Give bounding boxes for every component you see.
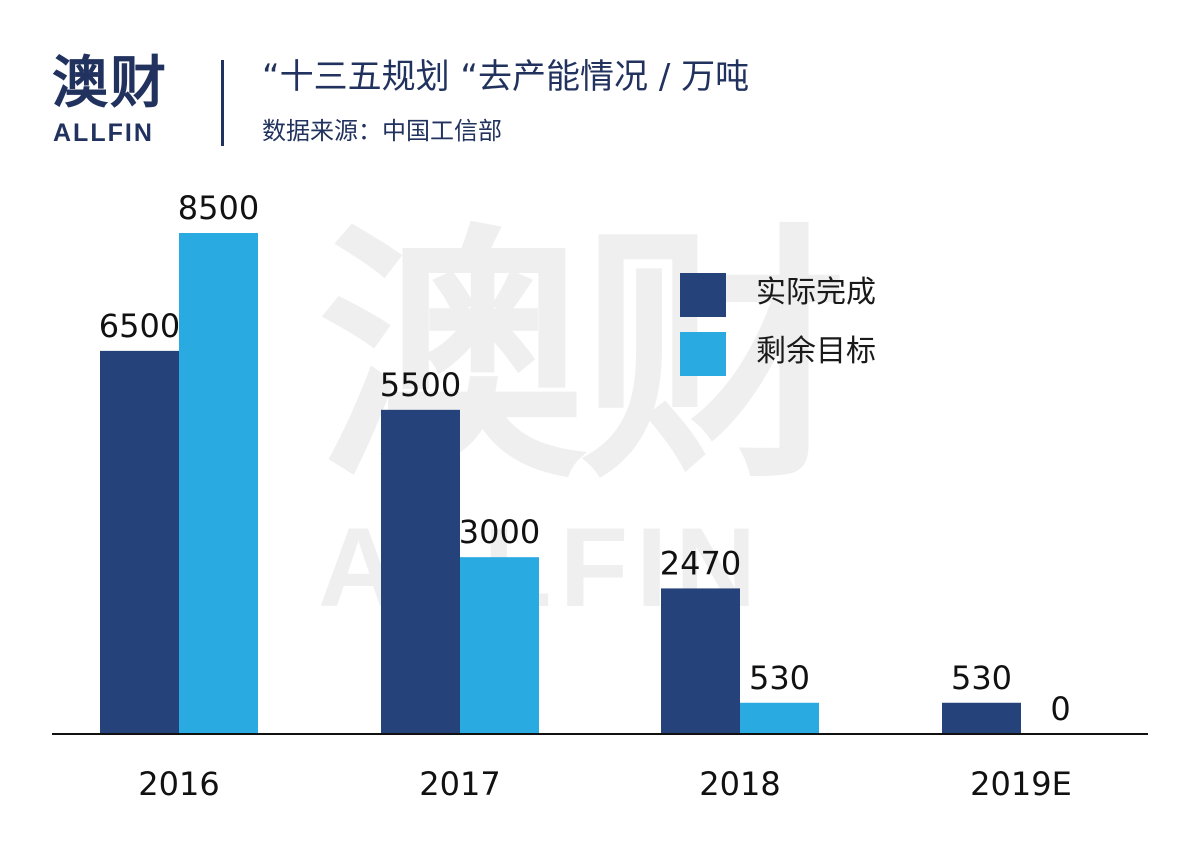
bar-actual-2016: [100, 350, 179, 734]
value-label-actual-2019E: 530: [951, 659, 1012, 697]
x-tick-label-2018: 2018: [699, 765, 780, 803]
legend-swatch-remaining: [680, 332, 726, 376]
bar-actual-2018: [661, 588, 740, 734]
value-label-actual-2016: 6500: [99, 307, 180, 345]
legend-label-actual: 实际完成: [756, 275, 876, 310]
bar-remaining-2016: [179, 233, 258, 734]
bar-actual-2017: [381, 409, 460, 734]
value-label-remaining-2017: 3000: [459, 513, 540, 551]
legend-swatch-actual: [680, 273, 726, 317]
value-label-actual-2018: 2470: [660, 544, 741, 582]
value-label-actual-2017: 5500: [380, 366, 461, 404]
value-label-remaining-2016: 8500: [178, 189, 259, 227]
value-label-remaining-2019E: 0: [1050, 690, 1070, 728]
chart-subtitle: 数据来源：中国工信部: [262, 117, 502, 145]
x-tick-label-2016: 2016: [138, 765, 219, 803]
legend-label-remaining: 剩余目标: [756, 334, 876, 369]
logo-en: ALLFIN: [53, 119, 154, 147]
bar-remaining-2017: [460, 557, 539, 734]
bar-actual-2019E: [942, 702, 1021, 734]
x-tick-label-2019E: 2019E: [970, 765, 1072, 803]
x-tick-label-2017: 2017: [419, 765, 500, 803]
value-label-remaining-2018: 530: [749, 659, 810, 697]
logo-cn: 澳财: [52, 51, 168, 116]
bar-remaining-2018: [740, 702, 819, 734]
chart-title: “十三五规划 “去产能情况 / 万吨: [262, 57, 750, 97]
header-divider: [221, 60, 224, 146]
